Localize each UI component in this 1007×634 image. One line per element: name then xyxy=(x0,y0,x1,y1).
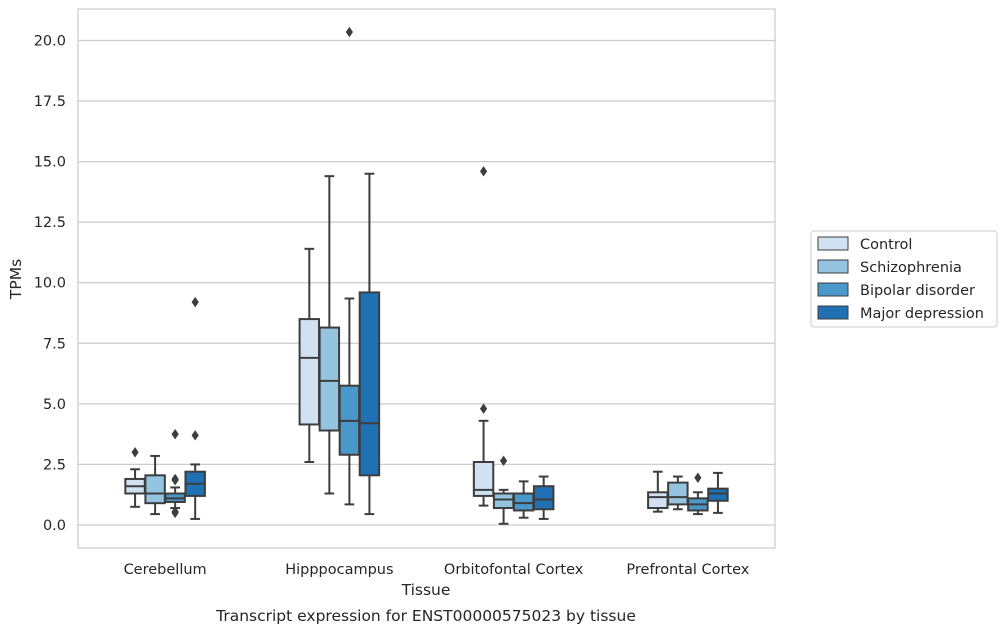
box-iqr xyxy=(707,487,729,502)
legend-label: Schizophrenia xyxy=(860,260,962,276)
legend-label: Control xyxy=(860,237,912,253)
box-outlier xyxy=(171,506,179,517)
box-group xyxy=(492,455,515,525)
legend-label: Major depression xyxy=(860,306,984,322)
box-outlier xyxy=(500,455,508,466)
box-group xyxy=(184,296,206,520)
x-tick-label: Hipppocampus xyxy=(285,562,393,578)
box-iqr xyxy=(472,461,495,497)
box-group xyxy=(707,471,729,514)
x-axis-ticks: Cerebellum Hipppocampus Orbitofontal Corte… xyxy=(124,562,750,578)
box-outlier xyxy=(171,473,179,485)
x-tick-label: Cerebellum xyxy=(124,562,207,578)
grid-lines xyxy=(78,39,775,526)
x-tick-label: Orbitofontal Cortex xyxy=(444,562,584,578)
box-iqr xyxy=(532,485,555,511)
box-outlier xyxy=(694,472,702,483)
box-series xyxy=(124,26,729,525)
box-group xyxy=(144,454,166,516)
box-iqr xyxy=(512,492,535,512)
box-group xyxy=(687,472,709,516)
box-group xyxy=(532,475,555,520)
y-axis-label: TPMs xyxy=(7,259,25,300)
box-outlier xyxy=(479,166,488,177)
box-iqr xyxy=(358,291,381,477)
legend: Control Schizophrenia Bipolar disorder Majo… xyxy=(810,230,998,328)
box-group xyxy=(318,175,341,495)
box-group xyxy=(338,26,361,506)
box-iqr xyxy=(667,481,689,506)
box-group xyxy=(472,166,495,507)
y-tick-label: 17.5 xyxy=(34,94,66,110)
plot-area-frame xyxy=(77,8,776,549)
x-tick-label: Prefrontal Cortex xyxy=(626,562,749,578)
box-outlier xyxy=(345,26,353,38)
y-tick-label: 0.0 xyxy=(43,518,66,534)
box-iqr xyxy=(298,318,321,426)
x-axis-label: Tissue xyxy=(401,581,451,599)
legend-swatch xyxy=(817,236,849,251)
box-outlier xyxy=(131,447,139,458)
box-iqr xyxy=(492,492,515,510)
box-outlier xyxy=(191,296,199,308)
y-tick-label: 15.0 xyxy=(34,155,66,171)
y-axis-ticks: 0.0 2.5 5.0 7.5 10.0 12.5 15.0 17.5 20.0 xyxy=(34,33,66,533)
legend-swatch xyxy=(817,282,849,297)
legend-swatch xyxy=(817,259,849,274)
box-outlier xyxy=(191,430,199,441)
legend-label: Bipolar disorder xyxy=(860,283,975,299)
y-tick-label: 12.5 xyxy=(34,215,66,231)
chart-caption: Transcript expression for ENST0000057502… xyxy=(215,607,636,625)
y-tick-label: 10.0 xyxy=(34,276,66,292)
box-outlier xyxy=(171,428,179,440)
box-iqr xyxy=(647,491,669,510)
box-outlier xyxy=(479,403,488,414)
legend-swatch xyxy=(817,305,849,320)
box-iqr xyxy=(144,474,166,505)
y-tick-label: 5.0 xyxy=(43,397,66,413)
legend-frame xyxy=(810,230,998,328)
y-tick-label: 2.5 xyxy=(43,457,66,473)
box-iqr xyxy=(318,326,341,432)
y-tick-label: 7.5 xyxy=(43,336,66,352)
box-group xyxy=(667,475,689,511)
y-tick-label: 20.0 xyxy=(34,33,66,49)
box-group xyxy=(358,172,381,516)
box-group xyxy=(164,428,186,519)
